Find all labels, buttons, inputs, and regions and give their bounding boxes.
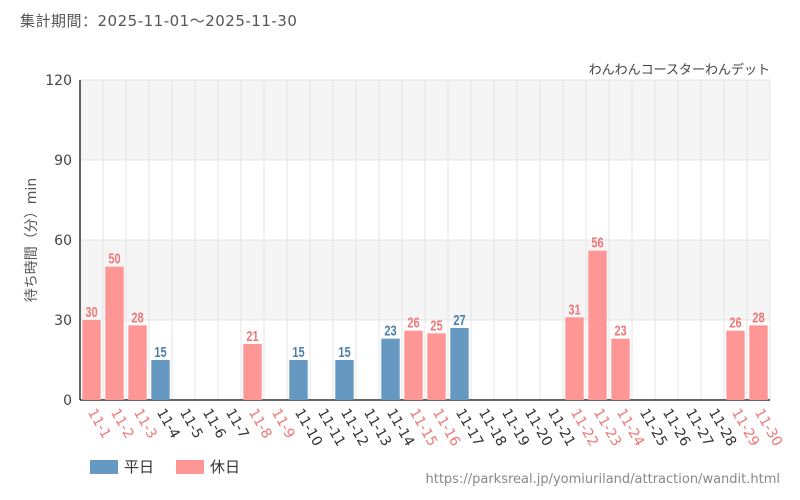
y-tick-label: 120 [45, 73, 72, 89]
bar [749, 325, 768, 400]
bar-value-label: 26 [407, 314, 419, 331]
legend-item-holiday[interactable]: 休日 [176, 456, 240, 477]
bar-value-label: 30 [85, 303, 97, 320]
period-label: 集計期間：2025-11-01～2025-11-30 [20, 10, 297, 31]
y-axis-label: 待ち時間（分）min [24, 178, 40, 302]
bar [381, 338, 400, 400]
y-tick-label: 30 [54, 313, 72, 329]
x-tick-label: 11-4 [153, 406, 183, 442]
bar-value-label: 25 [430, 317, 442, 334]
bar-value-label: 50 [108, 250, 120, 267]
x-tick-label: 11-9 [268, 406, 298, 442]
x-tick-label: 11-8 [245, 406, 275, 442]
period-start: 2025-11-01 [97, 12, 190, 30]
bar [105, 266, 124, 400]
bar [243, 344, 262, 400]
legend-item-weekday[interactable]: 平日 [90, 456, 154, 477]
x-tick-label: 11-7 [222, 406, 252, 442]
legend-label-holiday: 休日 [210, 458, 241, 476]
x-tick-label: 11-3 [130, 406, 160, 442]
bar-value-label: 15 [338, 343, 350, 360]
bar-value-label: 15 [154, 343, 166, 360]
bar-value-label: 21 [246, 327, 258, 344]
legend-label-weekday: 平日 [124, 458, 155, 476]
x-tick-label: 11-2 [107, 406, 137, 442]
bar-value-label: 23 [614, 322, 626, 339]
bar [82, 320, 101, 400]
bar [289, 360, 308, 400]
chart-legend: 平日 休日 [90, 456, 240, 477]
x-tick-label: 11-1 [84, 406, 114, 442]
bar-value-label: 27 [453, 311, 465, 328]
y-tick-label: 60 [54, 233, 72, 249]
bar-value-label: 56 [591, 234, 603, 251]
bar [151, 360, 170, 400]
bar [611, 338, 630, 400]
y-tick-label: 90 [54, 153, 72, 169]
x-tick-label: 11-5 [176, 406, 206, 442]
bar-value-label: 28 [752, 309, 764, 326]
bar [335, 360, 354, 400]
bar-value-label: 28 [131, 309, 143, 326]
bar-value-label: 26 [729, 314, 741, 331]
bar [450, 328, 469, 400]
x-tick-label: 11-6 [199, 406, 229, 442]
y-tick-label: 0 [63, 393, 72, 409]
bar [565, 317, 584, 400]
bar-value-label: 23 [384, 322, 396, 339]
bar-value-label: 15 [292, 343, 304, 360]
period-separator: ～ [189, 12, 206, 30]
bar [726, 330, 745, 400]
bar-value-label: 31 [568, 301, 580, 318]
legend-swatch-weekday [90, 459, 118, 474]
bar [427, 333, 446, 400]
bar [128, 325, 147, 400]
source-url[interactable]: https://parksreal.jp/yomiuriland/attract… [425, 472, 781, 487]
bar [404, 330, 423, 400]
bar [588, 250, 607, 400]
period-end: 2025-11-30 [205, 12, 298, 30]
legend-swatch-holiday [176, 459, 205, 474]
chart-title: わんわんコースターわんデット [589, 62, 770, 78]
period-prefix: 集計期間： [20, 12, 98, 30]
